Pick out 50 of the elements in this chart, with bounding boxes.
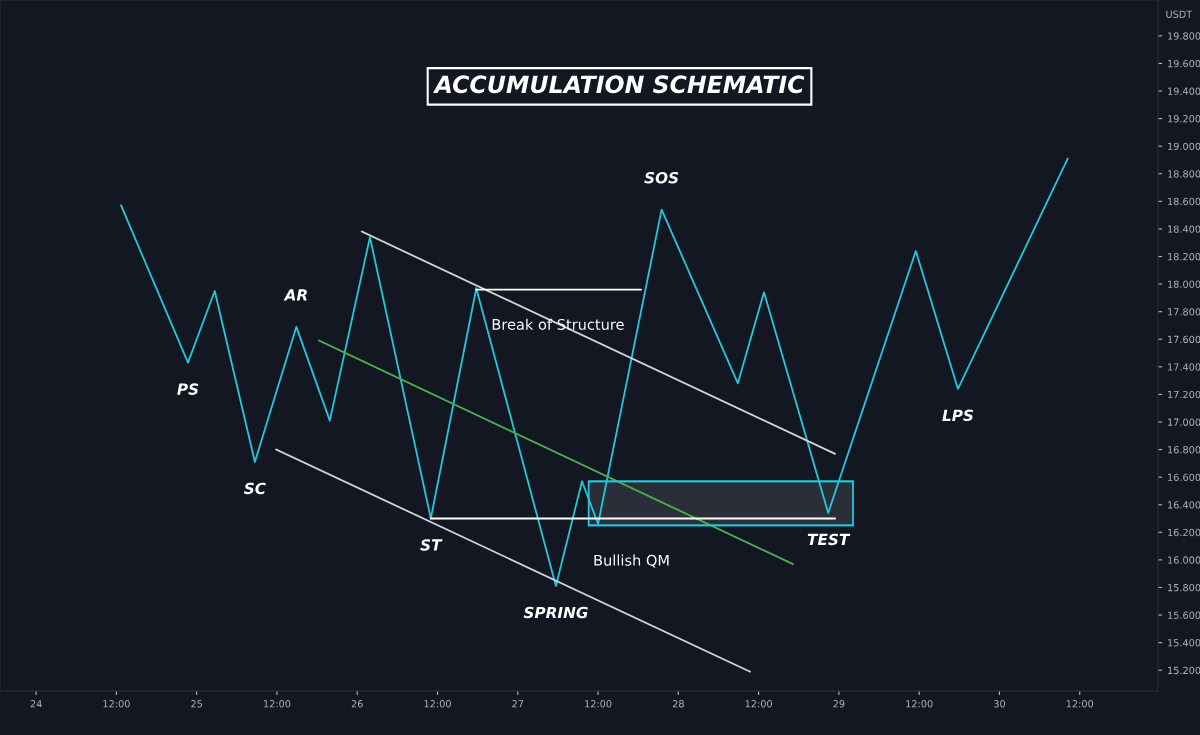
x-tick-label: 12:00 [906,700,933,708]
annotation: SOS [644,171,679,184]
y-tick-label: 19.000 [1168,142,1200,151]
x-tick-label: 25 [191,700,203,708]
annotation: SC [244,482,266,495]
x-tick-label: 12:00 [745,700,772,708]
x-tick-label: 26 [351,700,363,708]
y-tick-label: 17.200 [1168,390,1200,399]
y-tick-label: 18.800 [1168,170,1200,178]
y-tick-label: 19.400 [1168,87,1200,95]
annotation: ST [420,539,443,551]
y-axis-title: USDT [1166,10,1193,18]
annotation: PS [177,383,199,395]
x-tick-label: 29 [833,700,845,708]
y-tick-label: 17.400 [1168,363,1200,371]
y-tick-label: 18.600 [1168,197,1200,206]
y-tick-label: 16.800 [1168,446,1200,454]
annotation: SPRING [523,606,588,619]
y-tick-label: 15.600 [1168,611,1200,619]
x-tick-label: 12:00 [264,700,291,708]
y-tick-label: 15.800 [1168,583,1200,592]
y-tick-label: 19.200 [1168,115,1200,123]
y-tick-label: 18.200 [1168,252,1200,261]
y-tick-label: 19.600 [1168,59,1200,68]
y-tick-label: 16.200 [1168,528,1200,537]
y-tick-label: 16.000 [1168,556,1200,564]
y-tick-label: 19.800 [1168,32,1200,40]
y-tick-label: 17.800 [1168,308,1200,316]
text: ACCUMULATION SCHEMATIC [433,75,805,94]
x-tick-label: 30 [994,700,1005,708]
x-tick-label: 12:00 [1066,700,1094,708]
y-tick-label: 17.000 [1168,418,1200,426]
annotation: Break of Structure [492,318,624,330]
y-tick-label: 18.000 [1168,280,1200,288]
annotation: Bullish QM [594,554,669,568]
x-tick-label: 12:00 [103,700,130,708]
x-tick-label: 12:00 [424,700,451,708]
y-tick-label: 15.400 [1168,639,1200,647]
y-tick-label: 15.200 [1168,666,1200,675]
y-tick-label: 16.600 [1168,473,1200,481]
annotation: LPS [942,409,974,422]
y-tick-label: 17.600 [1168,335,1200,344]
annotation: TEST [807,533,851,546]
y-tick-label: 16.400 [1168,501,1200,509]
x-tick-label: 27 [512,700,524,708]
x-tick-label: 24 [30,700,42,708]
y-tick-label: 18.400 [1168,225,1200,233]
x-tick-label: 12:00 [585,700,612,708]
x-tick-label: 28 [672,700,684,708]
annotation: AR [283,289,307,301]
